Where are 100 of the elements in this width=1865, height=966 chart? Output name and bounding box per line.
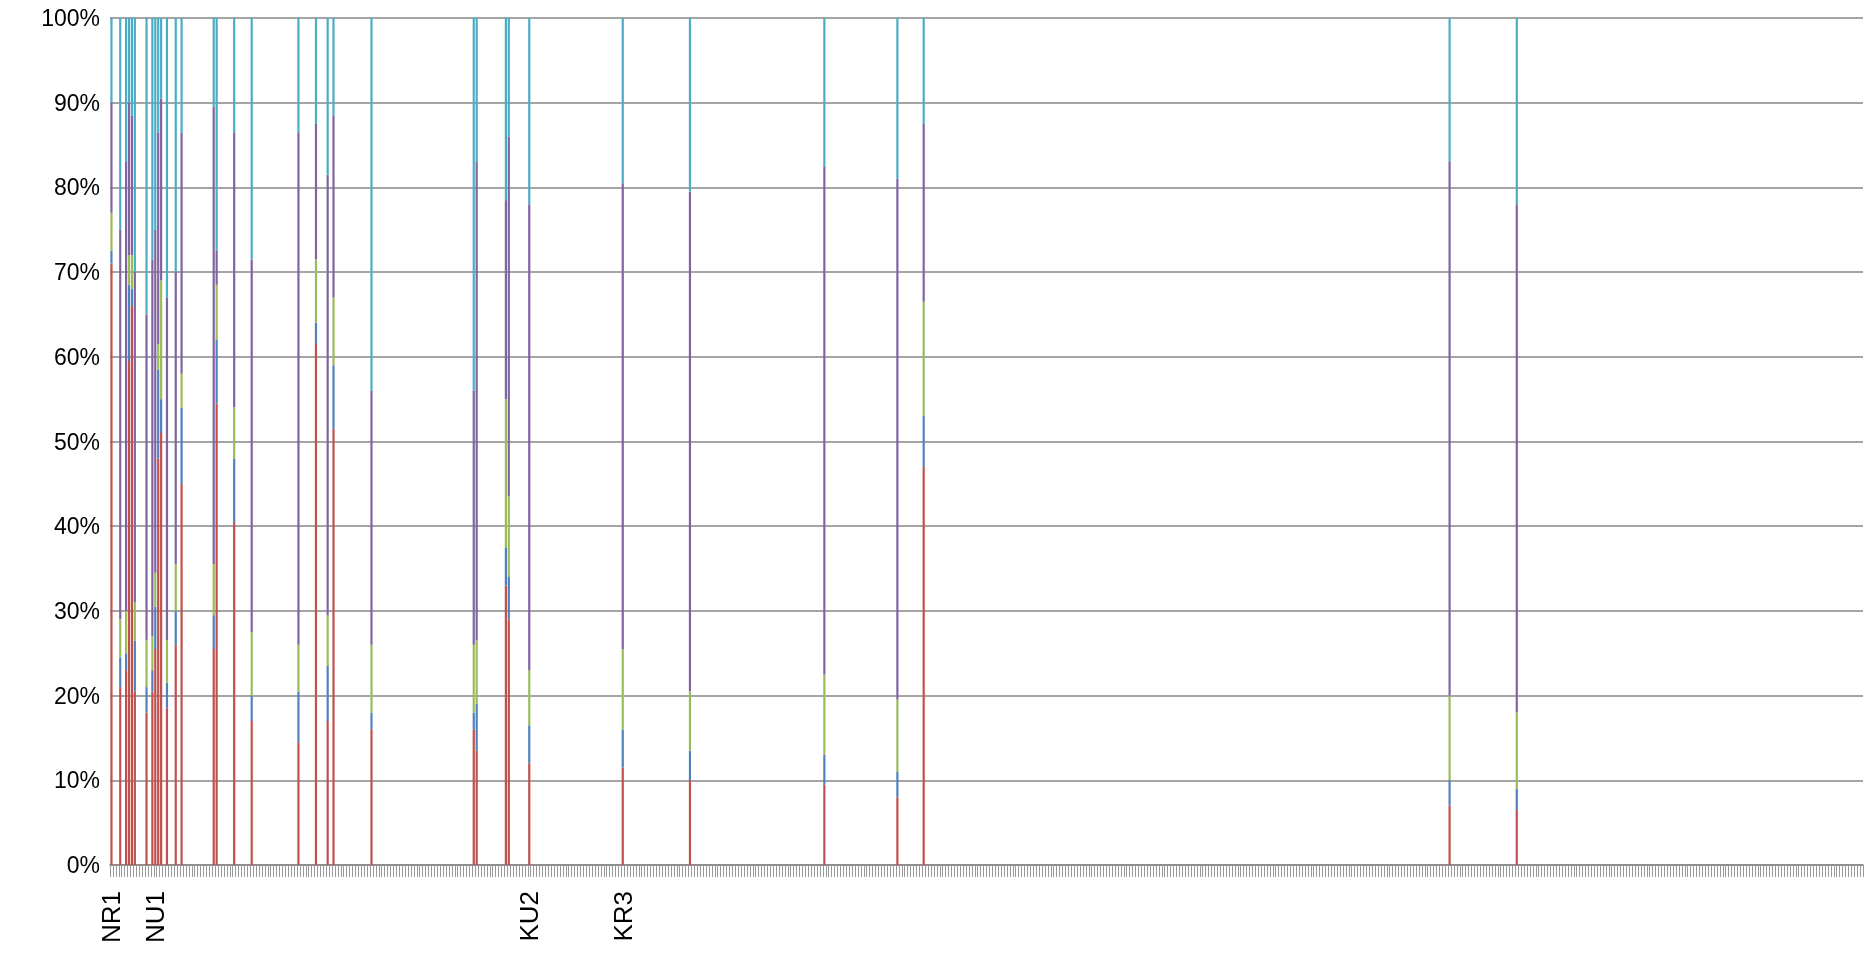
bar	[233, 18, 236, 133]
bar	[165, 640, 169, 683]
bar	[119, 18, 122, 230]
bar	[130, 255, 134, 290]
bar	[151, 670, 154, 692]
bar	[133, 602, 136, 641]
bar	[110, 250, 113, 264]
bar	[154, 572, 157, 607]
x-tick-label: KR3	[607, 891, 638, 942]
bar	[370, 644, 373, 713]
y-tick-label: 100%	[41, 5, 100, 31]
bar	[528, 763, 531, 865]
bar	[472, 18, 475, 391]
bar	[151, 636, 154, 671]
bar	[504, 585, 507, 865]
bar	[688, 691, 692, 751]
bar	[119, 687, 122, 865]
y-tick-label: 40%	[53, 513, 100, 540]
bar	[475, 161, 478, 641]
bar	[332, 297, 335, 366]
bar	[326, 615, 329, 666]
bar	[314, 344, 318, 865]
bar	[212, 615, 215, 650]
bar	[504, 18, 507, 201]
bar	[326, 18, 329, 175]
bar	[165, 708, 169, 865]
y-tick-label: 50%	[53, 428, 100, 455]
bar	[297, 132, 300, 645]
bar	[250, 721, 253, 865]
bar	[1448, 18, 1451, 162]
bar	[688, 780, 692, 865]
bar	[233, 521, 236, 865]
bar	[145, 640, 148, 688]
bar	[528, 204, 531, 671]
bar	[823, 784, 826, 865]
bar	[688, 18, 692, 192]
bar	[621, 767, 624, 865]
bar	[215, 339, 218, 404]
bar	[332, 115, 335, 298]
y-tick-label: 20%	[53, 682, 100, 709]
bar	[896, 18, 899, 179]
bar	[922, 466, 925, 865]
bar	[507, 136, 510, 497]
bar	[314, 259, 318, 323]
bar	[1448, 780, 1451, 806]
bar	[621, 729, 624, 768]
bar	[154, 606, 157, 650]
bar	[174, 272, 177, 565]
bar	[157, 369, 160, 459]
bar	[370, 390, 373, 645]
bar	[370, 729, 373, 865]
bar	[1515, 809, 1518, 865]
bar	[621, 649, 624, 730]
bar	[119, 619, 122, 658]
y-tick-label: 80%	[53, 174, 100, 201]
bar	[314, 123, 318, 260]
bar	[180, 373, 183, 408]
bar	[823, 754, 826, 785]
bar	[1448, 805, 1451, 865]
bar	[174, 644, 177, 865]
bar	[314, 18, 318, 124]
bar	[1515, 788, 1518, 810]
bar	[233, 132, 236, 408]
bar	[212, 564, 215, 616]
bar	[297, 742, 300, 865]
bar	[922, 301, 925, 417]
bar	[160, 280, 163, 400]
bar	[174, 564, 177, 611]
bar	[110, 18, 113, 103]
bar	[528, 670, 531, 726]
bar	[896, 699, 899, 772]
bar	[896, 797, 899, 865]
bar	[1515, 712, 1518, 789]
bar	[180, 483, 183, 865]
bar	[528, 725, 531, 764]
bar	[896, 178, 899, 700]
bar	[621, 18, 624, 184]
bar	[119, 657, 122, 688]
bar	[314, 322, 318, 345]
bar	[174, 18, 177, 273]
bar	[174, 610, 177, 645]
bar	[110, 212, 113, 251]
bar	[215, 18, 218, 251]
bar	[332, 365, 335, 429]
bar	[332, 428, 335, 865]
bar	[1515, 18, 1518, 205]
bar	[250, 259, 253, 633]
bar	[127, 255, 131, 285]
bar	[180, 407, 183, 484]
bar	[1448, 695, 1451, 781]
bar	[332, 18, 335, 116]
bar	[326, 665, 329, 722]
bar	[1515, 204, 1518, 713]
y-tick-label: 10%	[53, 767, 100, 794]
bar	[110, 263, 113, 865]
x-tick-label: NU1	[140, 891, 171, 944]
bar	[160, 433, 163, 865]
bar	[130, 305, 134, 865]
bar	[165, 297, 169, 641]
bar	[151, 18, 154, 260]
